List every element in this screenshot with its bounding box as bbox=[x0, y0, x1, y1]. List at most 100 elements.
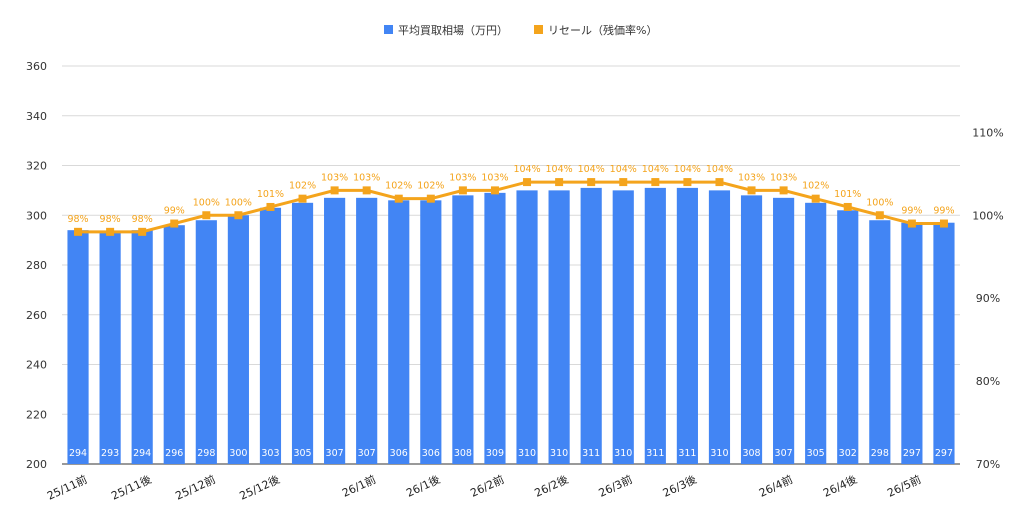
line-value-label: 101% bbox=[257, 189, 284, 200]
line-value-label: 101% bbox=[834, 189, 861, 200]
line-marker bbox=[138, 227, 147, 236]
x-tick-label: 26/1後 bbox=[404, 472, 442, 500]
line-series bbox=[74, 178, 948, 236]
bar-value-label: 310 bbox=[710, 448, 728, 459]
bar-value-label: 297 bbox=[903, 448, 921, 459]
x-tick-label: 26/4後 bbox=[821, 472, 859, 500]
bar-value-label: 303 bbox=[261, 448, 279, 459]
line-marker bbox=[298, 194, 307, 203]
line-marker bbox=[875, 211, 884, 220]
y-left-tick-label: 360 bbox=[26, 60, 47, 73]
bar bbox=[837, 210, 859, 464]
y-left-tick-label: 240 bbox=[26, 359, 47, 372]
line-marker bbox=[266, 202, 275, 211]
bar-value-label: 298 bbox=[197, 448, 215, 459]
bar-value-label: 308 bbox=[742, 448, 760, 459]
bar bbox=[676, 187, 698, 464]
line-value-label: 103% bbox=[481, 172, 508, 183]
line-value-label: 98% bbox=[132, 214, 153, 225]
line-value-label: 104% bbox=[706, 164, 733, 175]
x-tick-label: 25/12後 bbox=[237, 472, 282, 503]
y-left-tick-label: 320 bbox=[26, 160, 47, 173]
line-marker bbox=[619, 178, 628, 187]
bar-value-label: 307 bbox=[358, 448, 376, 459]
x-tick-label: 25/11後 bbox=[109, 472, 154, 503]
x-axis: 25/11前 25/11後 25/12前 25/12後 26/1前 26/1後 26/2前 2… bbox=[45, 472, 923, 503]
line-marker bbox=[362, 186, 371, 195]
bar bbox=[291, 202, 314, 464]
bar bbox=[99, 232, 121, 464]
line-value-label: 102% bbox=[385, 181, 412, 192]
bar-value-label: 306 bbox=[390, 448, 408, 459]
line-value-label: 103% bbox=[449, 172, 476, 183]
line-marker bbox=[202, 211, 211, 220]
line-value-label: 98% bbox=[100, 214, 121, 225]
y-left-tick-label: 220 bbox=[26, 408, 47, 421]
line-marker bbox=[843, 202, 852, 211]
bar bbox=[708, 190, 731, 464]
bar bbox=[163, 225, 185, 464]
line-value-label: 102% bbox=[417, 181, 444, 192]
line-value-label: 98% bbox=[67, 214, 88, 225]
bar-value-label: 294 bbox=[69, 448, 87, 459]
line-value-label: 100% bbox=[225, 197, 252, 208]
bar-value-label: 300 bbox=[229, 448, 247, 459]
bar-value-label: 311 bbox=[678, 448, 696, 459]
bar bbox=[195, 220, 217, 464]
line-value-label: 104% bbox=[578, 164, 605, 175]
bar bbox=[324, 197, 346, 464]
line-marker bbox=[939, 219, 948, 228]
x-tick-label: 26/5前 bbox=[885, 472, 923, 500]
line-value-label: 103% bbox=[738, 172, 765, 183]
bar-value-label: 298 bbox=[871, 448, 889, 459]
line-marker bbox=[747, 186, 756, 195]
y-right-tick-label: 80% bbox=[976, 375, 1000, 388]
line-path bbox=[78, 180, 944, 234]
line-value-label: 100% bbox=[866, 197, 893, 208]
line-marker bbox=[779, 186, 788, 195]
line-marker bbox=[683, 178, 692, 187]
bar-value-labels: 294 293 294 296 298 300 303 305 307 307 306 306 308 3… bbox=[69, 448, 953, 459]
x-tick-label: 25/12前 bbox=[173, 472, 218, 503]
bar-value-label: 305 bbox=[807, 448, 825, 459]
bar bbox=[452, 195, 474, 464]
bar-value-label: 310 bbox=[518, 448, 536, 459]
y-right-tick-label: 70% bbox=[976, 458, 1000, 471]
legend-swatch-bar bbox=[384, 25, 393, 34]
bar bbox=[869, 220, 891, 464]
bar-value-label: 311 bbox=[582, 448, 600, 459]
y-axis-right: 70% 80% 90% 100% 110% bbox=[972, 126, 1003, 471]
line-value-labels: 98% 98% 98% 99% 100% 100% 101% 102% 103% 103% 102%… bbox=[67, 164, 954, 225]
line-marker bbox=[523, 178, 532, 187]
bar bbox=[740, 195, 763, 464]
bar bbox=[901, 222, 923, 464]
legend-label-line: リセール（残価率%） bbox=[548, 23, 657, 37]
bar-value-label: 307 bbox=[775, 448, 793, 459]
bar bbox=[67, 230, 89, 464]
line-marker bbox=[715, 178, 724, 187]
y-axis-left: 200 220 240 260 280 300 320 340 360 bbox=[26, 60, 47, 471]
bar-value-label: 310 bbox=[614, 448, 632, 459]
x-tick-label: 26/3前 bbox=[596, 472, 634, 500]
x-tick-label: 26/2前 bbox=[468, 472, 506, 500]
line-value-label: 100% bbox=[193, 197, 220, 208]
line-marker bbox=[330, 186, 339, 195]
legend-label-bar: 平均買取相場（万円） bbox=[398, 24, 508, 37]
bar-value-label: 294 bbox=[133, 448, 151, 459]
legend-swatch-line bbox=[534, 25, 543, 34]
line-marker bbox=[234, 211, 243, 220]
line-marker bbox=[426, 194, 435, 203]
x-tick-label: 26/4前 bbox=[757, 472, 795, 500]
line-marker bbox=[587, 178, 596, 187]
line-value-label: 102% bbox=[802, 181, 829, 192]
line-marker bbox=[458, 186, 467, 195]
line-value-label: 103% bbox=[353, 172, 380, 183]
bar-value-label: 297 bbox=[935, 448, 953, 459]
bar bbox=[484, 192, 506, 465]
bar-value-label: 305 bbox=[293, 448, 311, 459]
y-right-tick-label: 110% bbox=[972, 126, 1003, 139]
y-left-tick-label: 200 bbox=[26, 458, 47, 471]
bar-value-label: 309 bbox=[486, 448, 504, 459]
